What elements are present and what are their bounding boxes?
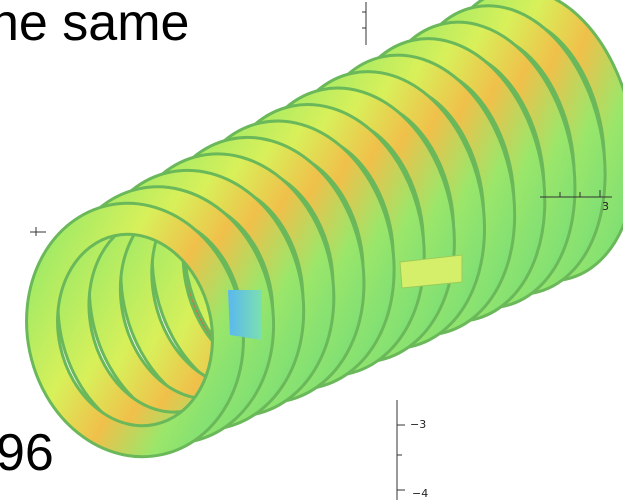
- axis-label: −4: [412, 487, 428, 500]
- axis-label: −3: [410, 418, 426, 431]
- coil: [22, 0, 623, 459]
- axis-label: 3: [602, 200, 609, 213]
- caption: 96: [0, 424, 54, 482]
- caption: ne same: [0, 0, 189, 52]
- coil-cut: [228, 290, 262, 340]
- scene: 3 −3 −4 ne same 96: [0, 0, 623, 500]
